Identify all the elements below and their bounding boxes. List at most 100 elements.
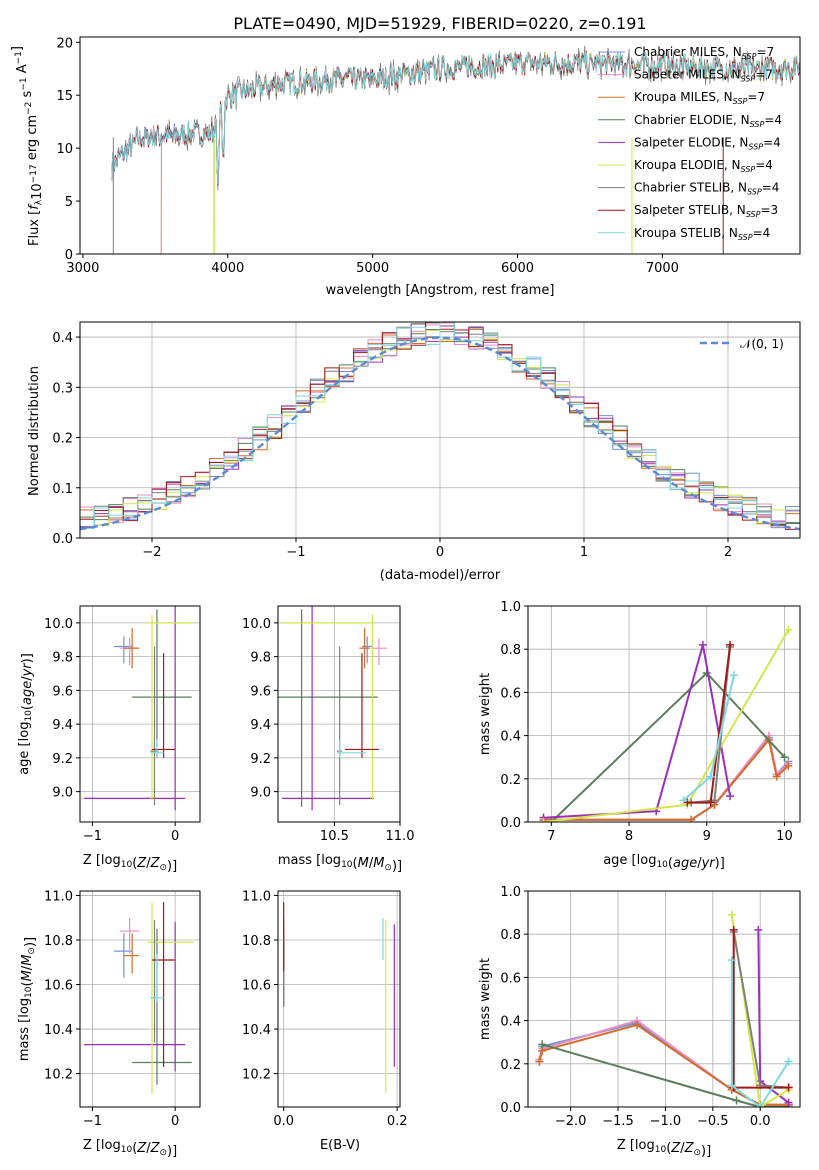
axes-frame [277, 890, 401, 1108]
y-tick-label: 10.8 [242, 934, 271, 949]
x-tick-label: 0.2 [387, 1114, 408, 1129]
x-axis-label: (data-model)/error [380, 568, 501, 583]
y-tick-label: 0.0 [52, 532, 73, 547]
y-tick-label: 0.4 [500, 730, 521, 745]
weight-marker [706, 798, 715, 807]
weight-marker [727, 956, 736, 965]
x-tick-label: 6000 [501, 261, 534, 276]
plot-area [535, 910, 793, 1107]
error-bar-point [119, 917, 140, 954]
weight-marker [754, 925, 763, 934]
error-bar-point [281, 606, 374, 811]
y-tick-label: 0.2 [500, 1058, 521, 1073]
weight-marker [727, 1081, 736, 1090]
weight-marker [679, 796, 688, 805]
error-bar-point [150, 953, 164, 1003]
x-tick-label: 10 [776, 829, 793, 844]
error-bar-point [152, 902, 176, 1067]
plot-area [84, 606, 194, 811]
weight-marker [729, 925, 738, 934]
error-bar-point [278, 609, 378, 807]
y-tick-label: 0.6 [500, 971, 521, 986]
weight-series [547, 668, 789, 822]
error-bar-point [123, 933, 139, 974]
y-tick-label: 10.8 [44, 934, 73, 949]
legend-label: Chabrier ELODIE, NSSP=4 [634, 113, 782, 129]
x-tick-label: 7000 [646, 261, 679, 276]
weight-marker [729, 671, 738, 680]
error-bar-point [132, 609, 192, 758]
spectrum-line [111, 52, 800, 184]
y-tick-label: 10.6 [242, 979, 271, 994]
y-tick-label: 9.4 [52, 718, 73, 733]
axes [80, 606, 200, 822]
spectra-legend: Chabrier MILES, NSSP=7 Salpeter MILES, NS… [598, 45, 782, 242]
error-bar-point [150, 739, 164, 758]
weight-line [541, 1043, 789, 1107]
plot-area [111, 45, 800, 254]
y-tick-label: 0.1 [52, 482, 73, 497]
weight-line [543, 644, 732, 819]
x-tick-label: 9 [703, 829, 711, 844]
legend-label: Kroupa MILES, NSSP=7 [634, 90, 765, 106]
y-tick-label: 10.4 [242, 1023, 271, 1038]
error-bar-point [337, 739, 366, 758]
y-tick-label: 0 [65, 248, 73, 263]
axes [80, 322, 800, 539]
axes [278, 606, 401, 822]
y-tick-label: 1.0 [500, 885, 521, 900]
y-tick-label: 10.6 [44, 979, 73, 994]
frame: −1 0 9.0 9.2 9.4 9.6 9.8 10.0 [44, 605, 201, 844]
y-tick-label: 9.8 [250, 651, 271, 666]
x-tick-label: −1 [83, 829, 102, 844]
x-tick-label: 0.0 [750, 1114, 771, 1129]
error-bar-point [344, 653, 380, 758]
x-tick-label: 8 [625, 829, 633, 844]
y-tick-label: 9.2 [52, 752, 73, 767]
x-tick-label: 0 [171, 829, 179, 844]
error-bar-point [371, 638, 387, 666]
y-tick-label: 9.0 [250, 786, 271, 801]
y-axis-label: mass weight [478, 958, 493, 1040]
weight-marker [727, 910, 736, 919]
legend-label: Salpeter ELODIE, NSSP=4 [634, 135, 781, 151]
frame: 0.0 0.2 10.2 10.4 10.6 10.8 11.0 [242, 889, 407, 1129]
y-tick-label: 15 [56, 89, 73, 104]
y-tick-label: 0.3 [52, 381, 73, 396]
weight-marker [732, 1096, 741, 1105]
weight-marker [726, 640, 735, 649]
axes-frame [79, 36, 801, 255]
y-axis-label: Flux [fλ10−17 erg cm−2 s−1 A−1] [10, 46, 45, 246]
y-axis-label: age [log10(age/yr)] [17, 653, 35, 775]
weight-marker [539, 818, 548, 822]
weight-marker [538, 1040, 547, 1049]
frame: −2 −1 0 1 2 0.0 0.1 0.2 0.3 0.4 [52, 321, 801, 560]
figure-title: PLATE=0490, MJD=51929, FIBERID=0220, z=0… [233, 14, 646, 33]
x-tick-label: 3000 [66, 261, 99, 276]
weight-marker [687, 815, 696, 822]
error-bar-point [119, 638, 140, 666]
x-tick-label: 4000 [211, 261, 244, 276]
y-tick-label: 9.2 [250, 752, 271, 767]
weight-series [727, 956, 793, 1107]
y-tick-label: 0.8 [500, 928, 521, 943]
error-bar-point [123, 627, 139, 669]
axes-frame [79, 890, 201, 1108]
mass-vs-metallicity-panel: −1 0 10.2 10.4 10.6 10.8 11.0 Z [log10(Z/Z⊙)] ma… [17, 889, 201, 1159]
plot-area [84, 902, 194, 1094]
plot-area [283, 902, 395, 1094]
axes-frame [527, 605, 801, 823]
mass-vs-ebv-panel: 0.0 0.2 10.2 10.4 10.6 10.8 11.0 E(B-V) [242, 889, 407, 1153]
y-tick-label: 11.0 [242, 889, 271, 904]
legend-label: Chabrier MILES, NSSP=7 [634, 45, 774, 61]
axes [278, 891, 400, 1107]
error-bar-point [280, 614, 374, 801]
error-bar-point [84, 922, 186, 1072]
normal-curve [80, 336, 800, 531]
legend-label: Kroupa STELIB, NSSP=4 [634, 226, 770, 242]
y-tick-label: 5 [65, 195, 73, 210]
weight-line [757, 929, 790, 1104]
y-tick-label: 9.6 [250, 684, 271, 699]
y-tick-label: 0.4 [52, 331, 73, 346]
